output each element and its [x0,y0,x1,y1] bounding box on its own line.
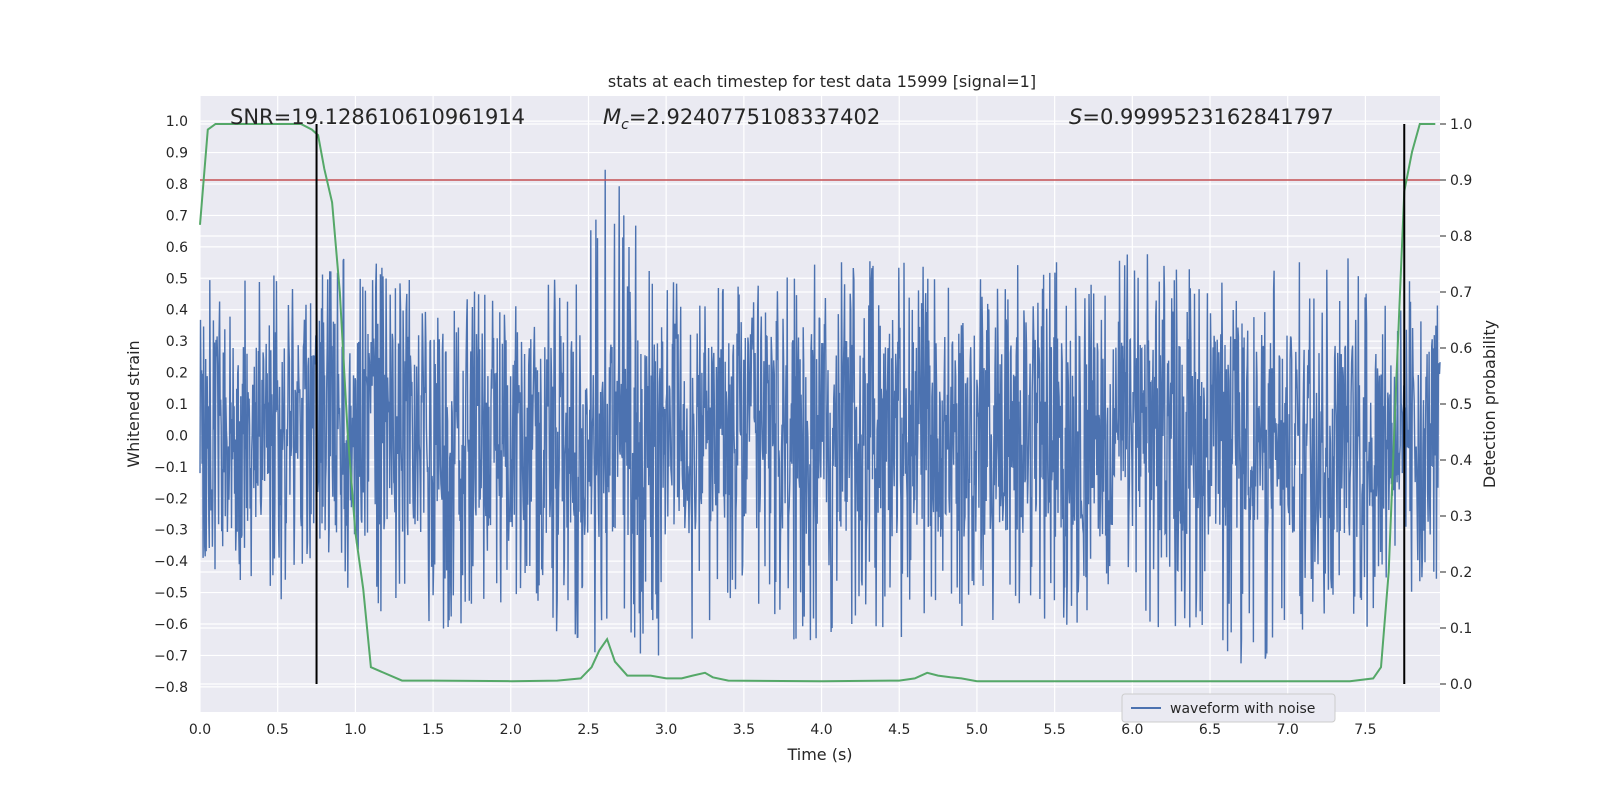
x-tick-label: 4.5 [888,722,910,738]
x-tick-label: 1.0 [344,722,366,738]
x-tick-label: 1.5 [422,722,444,738]
x-tick-label: 0.5 [267,722,289,738]
legend-entry-waveform: waveform with noise [1170,701,1315,717]
y2-tick-label: 0.2 [1450,565,1472,581]
x-tick-label: 3.0 [655,722,677,738]
snr-annotation: SNR=19.128610610961914 [230,105,525,129]
score-annotation: S=0.9999523162841797 [1069,105,1334,129]
x-tick-label: 5.0 [966,722,988,738]
x-tick-label: 7.5 [1354,722,1376,738]
x-tick-label: 6.5 [1199,722,1221,738]
x-tick-label: 7.0 [1277,722,1299,738]
y-tick-label: 0.6 [166,240,188,256]
overlay-lines [199,123,1440,684]
y-tick-label: 0.7 [166,208,188,224]
x-tick-label: 3.5 [733,722,755,738]
y-axis-label: Whitened strain [124,340,143,467]
x-tick-label: 2.5 [577,722,599,738]
y-tick-label: −0.4 [154,554,188,570]
chirp-mass-value: =2.9240775108337402 [629,105,880,129]
y2-tick-label: 0.7 [1450,285,1472,301]
y-tick-label: 1.0 [166,114,188,130]
y-tick-label: 0.0 [166,428,188,444]
y2-tick-label: 0.5 [1450,397,1472,413]
x-tick-label: 2.0 [500,722,522,738]
y-tick-label: −0.8 [154,680,188,696]
probability-line [199,123,1436,683]
y-tick-label: −0.2 [154,491,188,507]
y2-tick-label: 1.0 [1450,117,1472,133]
y2-tick-label: 0.3 [1450,509,1472,525]
y-tick-label: 0.5 [166,271,188,287]
y-tick-label: −0.5 [154,586,188,602]
chirp-mass-annotation: Mc=2.9240775108337402 [603,105,880,133]
y-tick-label: −0.6 [154,617,188,633]
y2-tick-label: 0.1 [1450,621,1472,637]
y2-axis-ticks: 0.0 0.1 0.2 0.3 0.4 0.5 0.6 0.7 0.8 0.9 1.0 [1440,117,1472,693]
y2-tick-label: 0.4 [1450,453,1472,469]
strain-line [199,169,1441,664]
y-tick-label: 0.9 [166,146,188,162]
x-tick-label: 0.0 [189,722,211,738]
y-tick-label: 0.2 [166,366,188,382]
y2-tick-label: 0.0 [1450,677,1472,693]
y-tick-label: −0.3 [154,523,188,539]
y-tick-label: 0.4 [166,303,188,319]
y2-tick-label: 0.8 [1450,229,1472,245]
x-tick-label: 6.0 [1121,722,1143,738]
y-axis-ticks: −0.8 −0.7 −0.6 −0.5 −0.4 −0.3 −0.2 −0.1 0.0 0.1 0.… [154,114,188,696]
chirp-mass-symbol: M [603,105,621,129]
y2-tick-label: 0.6 [1450,341,1472,357]
chirp-mass-subscript: c [621,117,629,133]
y-tick-label: −0.1 [154,460,188,476]
x-axis-ticks: 0.0 0.5 1.0 1.5 2.0 2.5 3.0 3.5 4.0 4.5 5.0 5.5 6.0 6… [189,722,1377,738]
y-tick-label: 0.1 [166,397,188,413]
legend-box [1121,693,1336,723]
y-tick-label: −0.7 [154,648,188,664]
x-tick-label: 4.0 [810,722,832,738]
legend: waveform with noise [1121,693,1336,723]
chart-title: stats at each timestep for test data 159… [608,72,1036,91]
x-axis-label: Time (s) [786,745,852,764]
score-symbol: S [1069,105,1082,129]
x-tick-label: 5.5 [1044,722,1066,738]
y-tick-label: 0.8 [166,177,188,193]
strain-series [199,169,1441,664]
y2-axis-label: Detection probability [1480,320,1499,488]
y2-tick-label: 0.9 [1450,173,1472,189]
y-tick-label: 0.3 [166,334,188,350]
score-value: =0.9999523162841797 [1082,105,1333,129]
